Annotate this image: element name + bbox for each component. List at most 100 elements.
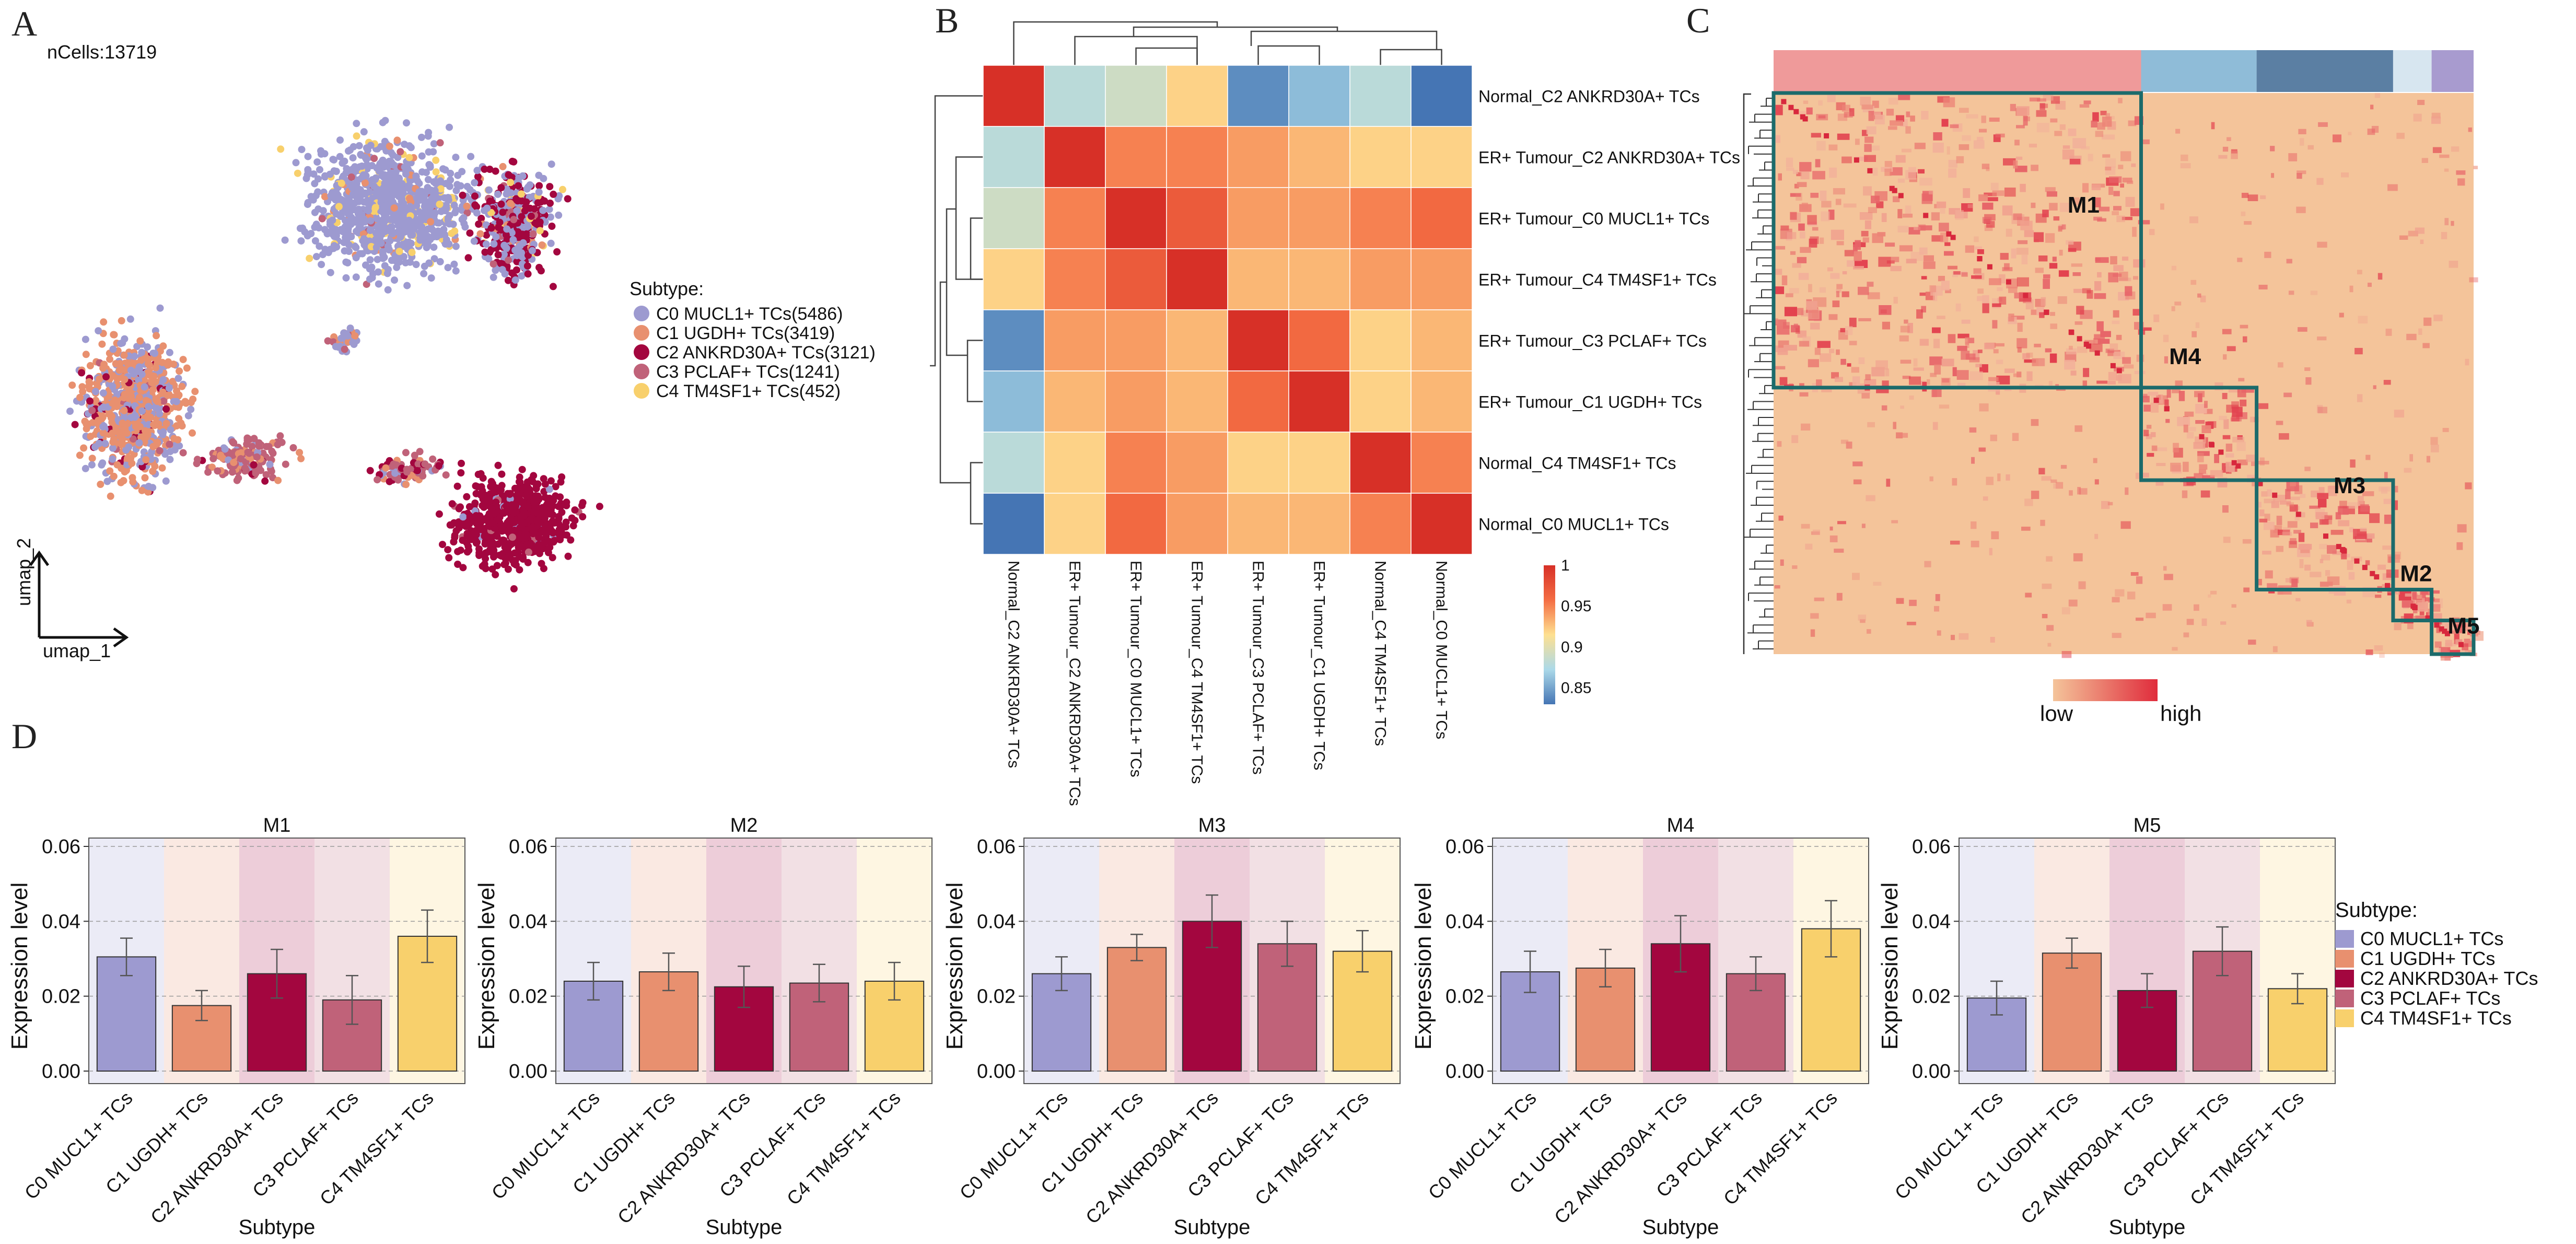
module-heatmap-cell [1860,619,1866,623]
umap-point [92,388,99,396]
module-heatmap-cell [2122,216,2132,220]
umap-point [153,332,160,340]
correlation-col-label: ER+ Tumour_C2 ANKRD30A+ TCs [1066,561,1083,806]
module-top-bar-segment [2141,50,2257,92]
umap-point [399,228,406,236]
module-heatmap-cell [2042,614,2048,619]
umap-point [159,342,167,350]
module-heatmap-cell [1937,316,1945,319]
module-heatmap-cell [1808,359,1819,367]
module-heatmap-cell [2153,398,2159,403]
module-heatmap-cell [2002,267,2013,272]
module-heatmap-cell [1878,257,1891,267]
module-heatmap-cell [2433,315,2443,321]
module-heatmap-cell [2222,329,2232,334]
module-heatmap-cell [2102,134,2115,140]
module-heatmap-cell [2105,113,2111,120]
module-heatmap-cell [2420,239,2424,245]
umap-point [425,129,433,136]
panel-letter-d: D [11,716,37,756]
module-heatmap-cell [2066,348,2077,355]
umap-point [436,139,444,147]
module-heatmap-cell [2039,103,2048,108]
umap-point [535,264,543,271]
module-heatmap-cell [1974,236,1979,242]
module-heatmap-cell [1882,321,1890,330]
umap-point [541,493,549,501]
umap-point [505,526,512,534]
umap-point [405,194,413,202]
module-heatmap-cell [1932,143,1944,153]
umap-point [151,350,159,357]
module-heatmap-cell [2413,113,2422,122]
umap-point [500,250,508,258]
module-heatmap-cell [2353,529,2357,537]
module-heatmap-cell [2155,479,2164,486]
umap-point [265,443,273,450]
correlation-cell [1044,248,1106,310]
module-heatmap-cell [1790,251,1796,255]
umap-point [389,230,397,238]
umap-point [110,472,118,480]
umap-point [80,444,88,452]
module-label: M3 [2334,473,2365,498]
module-heatmap-cell [1830,273,1840,279]
module-heatmap-cell [1799,392,1809,397]
module-heatmap-cell [2310,522,2318,528]
module-heatmap-cell [2338,520,2350,527]
module-heatmap-cell [2243,336,2247,343]
module-heatmap-cell [2195,404,2207,414]
umap-point [550,190,557,198]
module-heatmap-cell [1903,214,1913,218]
module-heatmap-cell [2423,317,2432,326]
module-heatmap-cell [2118,98,2123,103]
umap-point [335,203,343,211]
umap-point [431,187,439,194]
module-heatmap-cell [2444,631,2450,636]
umap-point [555,503,563,510]
module-heatmap-cell [1811,531,1820,535]
umap-point [553,248,561,255]
umap-point [436,201,444,208]
umap-x-label: umap_1 [43,640,111,661]
module-heatmap-cell [2111,115,2115,120]
module-heatmap-cell [2248,640,2256,645]
module-heatmap-cell [2431,112,2441,119]
module-heatmap-cell [1799,111,1806,117]
module-heatmap-cell [2095,257,2109,263]
umap-point [382,464,390,472]
correlation-top-dendrogram [1133,26,1338,37]
umap-point [555,211,563,219]
bar-legend-swatch [2335,930,2354,948]
umap-x-arrowhead [113,627,129,648]
module-heatmap-cell [2236,441,2246,451]
module-heatmap-cell [2456,542,2463,550]
module-heatmap-cell [2434,641,2442,648]
umap-point [445,554,453,562]
umap-point [109,455,116,463]
umap-point [323,230,331,238]
umap-point [352,273,360,281]
umap-point [511,276,519,284]
umap-point [99,389,107,397]
umap-point [432,168,440,176]
umap-point [352,218,359,226]
correlation-cell [1044,65,1106,127]
umap-point [100,318,108,326]
module-heatmap-cell [2473,166,2478,169]
module-heatmap-cell [1948,168,1957,178]
module-heatmap-cell [2022,353,2030,359]
umap-point [518,498,526,506]
module-heatmap-cell [2290,496,2300,501]
umap-point [135,363,143,371]
umap-point [353,120,360,127]
umap-point [98,340,106,348]
module-heatmap-cell [1904,319,1908,324]
module-heatmap-cell [2377,564,2386,570]
module-heatmap-cell [1929,476,1933,482]
umap-point [497,200,505,208]
correlation-cell [1166,187,1228,249]
module-heatmap-cell [2408,230,2418,237]
module-heatmap-cell [1969,371,1983,380]
umap-point [381,217,389,225]
